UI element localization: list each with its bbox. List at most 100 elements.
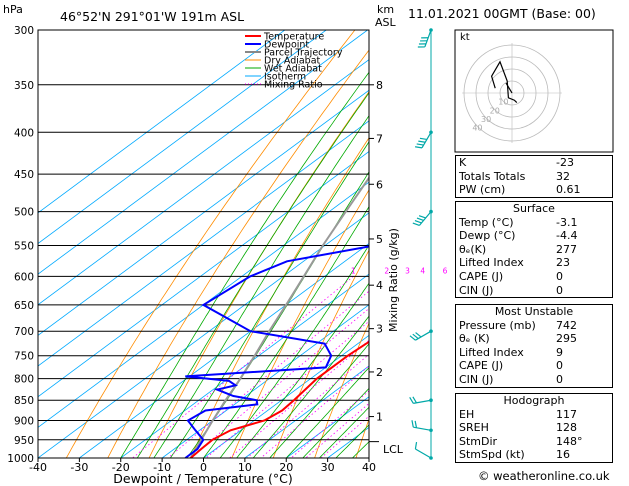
mixing-ratio-label: 1 (351, 266, 356, 275)
mixing-ratio-line (260, 365, 369, 458)
location-title: 46°52'N 291°01'W 191m ASL (60, 9, 244, 24)
wind-barb-dot (429, 456, 433, 460)
most-unstable-row: Lifted Index 9 (459, 345, 563, 359)
mixing-ratio-line (189, 307, 369, 458)
wind-barb-flag (418, 215, 426, 219)
surface-title: Surface (513, 202, 555, 215)
km-tick-label: 6 (376, 178, 383, 191)
surface-table: Surface Temp (°C) -3.1 Dewp (°C) -4.4 θₑ(K… (455, 201, 613, 299)
wind-barb-flag (412, 333, 419, 340)
pressure-tick-label: 600 (14, 271, 34, 283)
hpa-axis-label: hPa (3, 3, 23, 16)
pressure-tick-label: 550 (14, 240, 34, 252)
hodograph-unit-label: kt (460, 32, 470, 43)
km-tick-label: 8 (376, 79, 383, 92)
x-tick-label: 10 (238, 461, 252, 474)
mixing-ratio-axis-title: Mixing Ratio (g/kg) (387, 228, 400, 332)
mixing-ratio-label: 3 (405, 266, 410, 275)
most-unstable-table: Most Unstable Pressure (mb) 742 θₑ (K) 295… (455, 304, 613, 388)
hodograph-ring-label: 10 (498, 98, 508, 107)
hodograph-row: StmDir 148° (459, 434, 583, 448)
axes: 12346810162025-40-30-20-1001020304087654… (29, 79, 536, 474)
hodograph-table: Hodograph EH 117 SREH 128 StmDir 148° StmSp… (455, 393, 613, 463)
isotherm-line (79, 242, 369, 458)
isotherm-line (38, 30, 286, 214)
wind-barb-flag (416, 143, 424, 146)
wind-barb-flag (414, 441, 418, 450)
x-tick-label: -30 (70, 461, 88, 474)
plot-frame (37, 29, 370, 459)
legend-label: Dry Adiabat (264, 56, 321, 67)
index-row-totals: Totals Totals 32 (459, 169, 570, 183)
parcel-trajectory-line (189, 176, 369, 458)
pressure-tick-label: 750 (14, 351, 34, 363)
x-tick-label: 40 (362, 461, 376, 474)
x-tick-label: -10 (153, 461, 171, 474)
most-unstable-row: CIN (J) 0 (459, 372, 563, 386)
pressure-tick-label: 850 (14, 395, 34, 407)
x-tick-label: -40 (29, 461, 47, 474)
isobar-lines: 300 350 400 450 500 550 600 650 700 750 800 850 900 9… (7, 25, 369, 465)
wet-adiabat-line (319, 406, 369, 458)
index-row-pw: PW (cm) 0.61 (459, 183, 581, 197)
hodograph-row: SREH 128 (459, 421, 577, 435)
mixing-ratio-label: 4 (420, 266, 425, 275)
pressure-tick-label: 400 (14, 127, 34, 139)
pressure-tick-label: 1000 (7, 453, 34, 465)
pressure-tick-label: 500 (14, 207, 34, 219)
isotherm-line (161, 304, 369, 458)
hodograph-row: StmSpd (kt) 16 (459, 448, 570, 462)
mixing-ratio-label: 6 (443, 266, 448, 275)
copyright-link[interactable]: © weatheronline.co.uk (478, 469, 610, 483)
surface-row: θₑ(K) 277 (459, 242, 577, 256)
legend-label: Isotherm (264, 72, 306, 83)
legend-label: Parcel Trajectory (264, 48, 343, 59)
km-tick-label: 7 (376, 132, 383, 145)
indices-table: K -23 Totals Totals 32 PW (cm) 0.61 (455, 155, 613, 198)
isotherm-line (38, 30, 368, 275)
wind-barb-flag (409, 335, 416, 341)
x-tick-label: 0 (200, 461, 207, 474)
surface-row: Temp (°C) -3.1 (459, 215, 578, 229)
mixing-ratio-line (205, 320, 369, 458)
isotherm-line (244, 365, 369, 458)
km-tick-label: 3 (376, 323, 383, 336)
wind-barb-dot (429, 428, 433, 433)
sounding-profiles (184, 176, 369, 458)
wind-barb-flag (412, 396, 417, 404)
wind-barb-dot (429, 130, 433, 135)
isotherm-line (203, 334, 369, 458)
wind-barb-flag (419, 137, 427, 141)
pressure-tick-label: 800 (14, 374, 34, 386)
temperature-line (190, 340, 369, 458)
wind-barb-flag (416, 217, 424, 221)
wind-barb-dot (429, 329, 433, 334)
legend-label: Mixing Ratio (264, 80, 323, 91)
surface-row: Lifted Index 23 (459, 256, 570, 270)
wet-adiabat-line (136, 92, 369, 458)
wind-barb-dot (429, 209, 433, 214)
km-tick-label: 1 (376, 411, 383, 424)
most-unstable-title: Most Unstable (494, 305, 574, 318)
wind-barb-flag (412, 222, 420, 226)
wind-barb-flag (418, 140, 426, 143)
pressure-tick-label: 350 (14, 80, 34, 92)
dry-adiabat-line (107, 49, 369, 458)
isotherm-line (38, 212, 369, 458)
x-tick-label: 30 (321, 461, 335, 474)
pressure-tick-label: 700 (14, 326, 34, 338)
mixing-ratio-line (290, 390, 369, 458)
wet-adiabat-line (203, 205, 369, 458)
hodograph-ring-label: 40 (472, 124, 482, 133)
wind-barb-flag (414, 420, 418, 428)
wet-adiabat-line (286, 366, 369, 458)
wind-barb-flag (414, 146, 423, 149)
wind-barb-dot (429, 28, 433, 32)
mixing-ratio-line (320, 415, 369, 458)
most-unstable-row: CAPE (J) 0 (459, 359, 563, 373)
legend-label: Wet Adiabat (264, 64, 322, 75)
pressure-tick-label: 450 (14, 169, 34, 181)
storm-motion-arrow (505, 82, 513, 94)
